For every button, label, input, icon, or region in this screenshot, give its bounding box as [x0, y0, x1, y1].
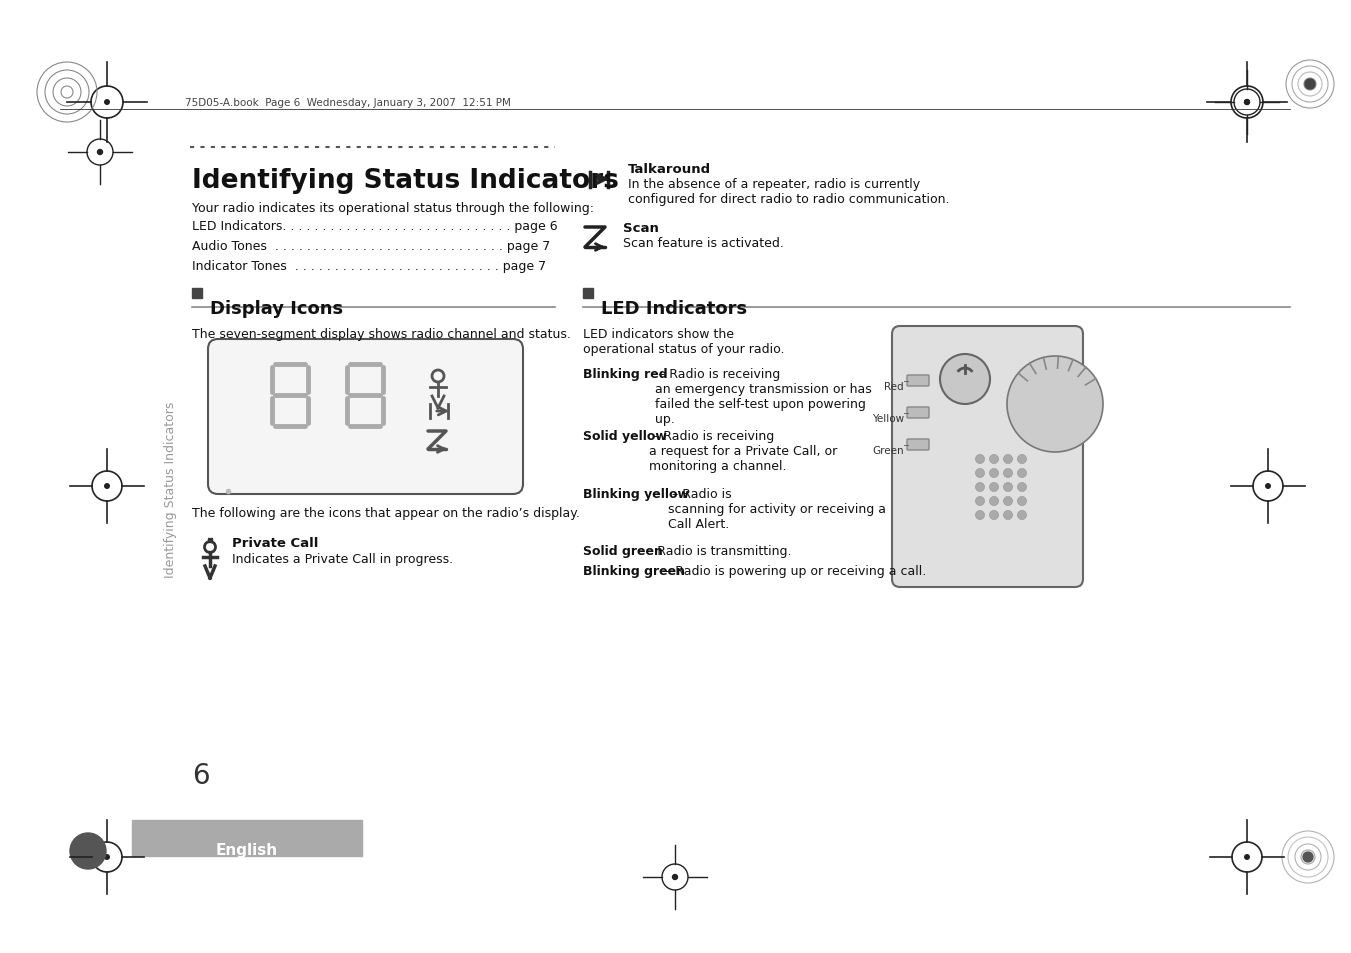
FancyBboxPatch shape: [907, 375, 929, 387]
Circle shape: [1004, 483, 1012, 492]
Circle shape: [1305, 80, 1315, 90]
Circle shape: [989, 469, 998, 478]
Text: Solid yellow: Solid yellow: [584, 430, 667, 442]
Text: 6: 6: [192, 761, 209, 789]
Text: Your radio indicates its operational status through the following:: Your radio indicates its operational sta…: [192, 202, 594, 214]
Circle shape: [975, 455, 985, 464]
Circle shape: [1244, 100, 1250, 106]
Text: Yellow: Yellow: [871, 414, 904, 423]
Text: Blinking green: Blinking green: [584, 564, 685, 578]
Text: Scan feature is activated.: Scan feature is activated.: [623, 236, 784, 250]
Bar: [132, 821, 362, 856]
Text: Solid green: Solid green: [584, 544, 663, 558]
Bar: [192, 289, 203, 298]
Text: Private Call: Private Call: [232, 537, 319, 550]
Circle shape: [1017, 483, 1027, 492]
Text: Indicator Tones  . . . . . . . . . . . . . . . . . . . . . . . . . . page 7: Indicator Tones . . . . . . . . . . . . …: [192, 260, 546, 273]
Text: – Radio is powering up or receiving a call.: – Radio is powering up or receiving a ca…: [661, 564, 927, 578]
Text: Audio Tones  . . . . . . . . . . . . . . . . . . . . . . . . . . . . . page 7: Audio Tones . . . . . . . . . . . . . . …: [192, 240, 550, 253]
Circle shape: [1004, 497, 1012, 506]
Circle shape: [1302, 852, 1313, 862]
Text: In the absence of a repeater, radio is currently
configured for direct radio to : In the absence of a repeater, radio is c…: [628, 178, 950, 206]
Bar: [584, 289, 593, 298]
Circle shape: [1004, 511, 1012, 520]
FancyBboxPatch shape: [907, 439, 929, 451]
Circle shape: [940, 355, 990, 405]
Text: Talkaround: Talkaround: [628, 163, 711, 175]
Circle shape: [104, 854, 109, 861]
Text: Indicates a Private Call in progress.: Indicates a Private Call in progress.: [232, 553, 453, 565]
Text: The seven-segment display shows radio channel and status.: The seven-segment display shows radio ch…: [192, 328, 571, 340]
Text: LED indicators show the
operational status of your radio.: LED indicators show the operational stat…: [584, 328, 785, 355]
Circle shape: [989, 455, 998, 464]
Circle shape: [975, 469, 985, 478]
Circle shape: [1265, 483, 1271, 490]
Text: 75D05-A.book  Page 6  Wednesday, January 3, 2007  12:51 PM: 75D05-A.book Page 6 Wednesday, January 3…: [185, 98, 511, 108]
Text: LED Indicators. . . . . . . . . . . . . . . . . . . . . . . . . . . . . page 6: LED Indicators. . . . . . . . . . . . . …: [192, 220, 558, 233]
Circle shape: [1244, 100, 1250, 106]
Text: Blinking yellow: Blinking yellow: [584, 488, 689, 500]
Circle shape: [1004, 469, 1012, 478]
Circle shape: [70, 833, 105, 869]
Circle shape: [1017, 455, 1027, 464]
Circle shape: [975, 511, 985, 520]
Circle shape: [1017, 497, 1027, 506]
FancyBboxPatch shape: [907, 408, 929, 418]
Circle shape: [989, 483, 998, 492]
Circle shape: [1017, 469, 1027, 478]
Text: – Radio is receiving
an emergency transmission or has
failed the self-test upon : – Radio is receiving an emergency transm…: [655, 368, 871, 426]
Text: Blinking red: Blinking red: [584, 368, 667, 380]
Circle shape: [1244, 854, 1250, 861]
Circle shape: [989, 511, 998, 520]
Text: Scan: Scan: [623, 222, 659, 234]
Text: – Radio is transmitting.: – Radio is transmitting.: [643, 544, 792, 558]
FancyBboxPatch shape: [892, 327, 1084, 587]
Text: Identifying Status Indicators: Identifying Status Indicators: [163, 401, 177, 578]
Circle shape: [1006, 356, 1102, 453]
Text: Identifying Status Indicators: Identifying Status Indicators: [192, 168, 619, 193]
Circle shape: [97, 151, 103, 155]
Circle shape: [989, 497, 998, 506]
Text: The following are the icons that appear on the radio’s display.: The following are the icons that appear …: [192, 506, 580, 519]
Circle shape: [104, 483, 109, 490]
Text: – Radio is
scanning for activity or receiving a
Call Alert.: – Radio is scanning for activity or rece…: [667, 488, 886, 531]
Text: Display Icons: Display Icons: [209, 299, 343, 317]
Text: English: English: [216, 842, 278, 857]
Circle shape: [673, 875, 677, 880]
Text: Red: Red: [885, 381, 904, 392]
FancyBboxPatch shape: [208, 339, 523, 495]
Circle shape: [975, 483, 985, 492]
Text: – Radio is receiving
a request for a Private Call, or
monitoring a channel.: – Radio is receiving a request for a Pri…: [648, 430, 838, 473]
Circle shape: [104, 100, 109, 106]
Circle shape: [1004, 455, 1012, 464]
Text: LED Indicators: LED Indicators: [601, 299, 747, 317]
Circle shape: [1017, 511, 1027, 520]
Circle shape: [975, 497, 985, 506]
Text: Green: Green: [873, 446, 904, 456]
